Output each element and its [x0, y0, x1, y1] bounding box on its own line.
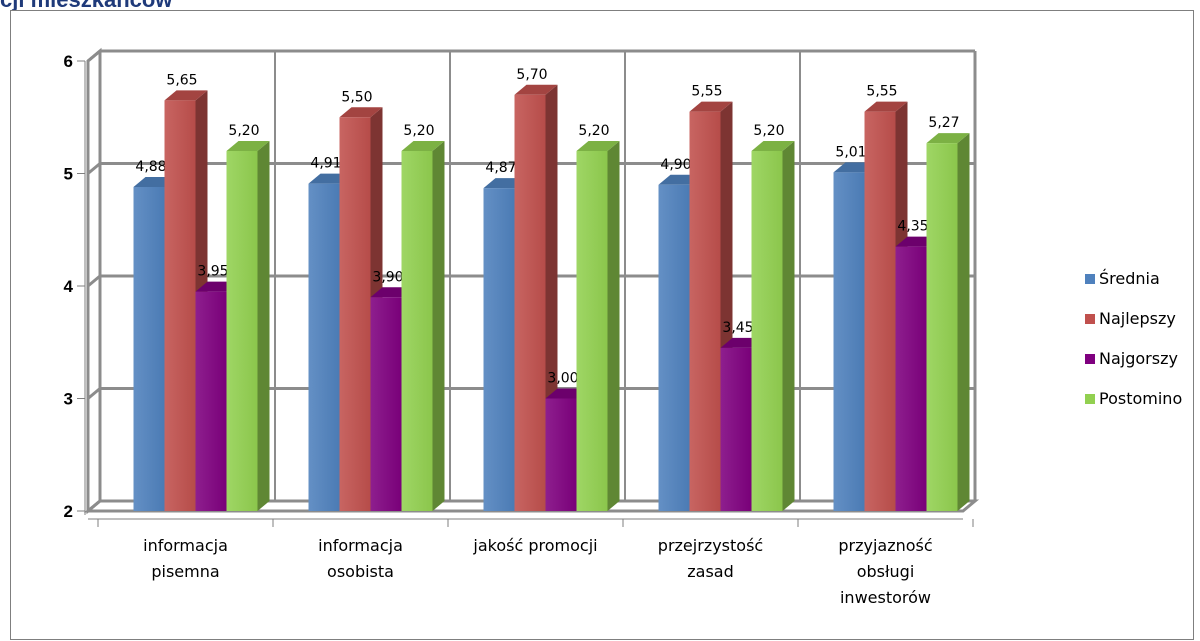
- bar-front: [658, 184, 690, 511]
- y-tick-label: 4: [64, 277, 74, 296]
- data-label: 3,00: [547, 371, 578, 387]
- bar-side: [782, 141, 795, 511]
- legend-swatch: [1085, 314, 1095, 324]
- gridline: [87, 49, 975, 63]
- data-label: 5,55: [866, 84, 897, 100]
- data-label: 4,90: [660, 157, 691, 173]
- bar-top: [926, 133, 970, 144]
- data-label: 4,35: [897, 219, 928, 235]
- x-tick-label: informacja: [318, 536, 403, 555]
- bar-front: [339, 117, 371, 511]
- bar-side: [257, 141, 270, 511]
- bar-front: [545, 398, 577, 511]
- data-label: 4,88: [135, 159, 166, 175]
- bar-front: [833, 172, 865, 511]
- bar-front: [226, 151, 258, 511]
- chart-area: 2 3 4 5 6 4,88 5,65 3,95 5,20 4,91 5,50 3,90 5,20 4,8…: [10, 10, 1194, 640]
- bar-top: [226, 141, 270, 151]
- x-tick-label: pisemna: [151, 562, 219, 581]
- bar-side: [607, 141, 620, 511]
- x-tick-label: obsługi: [857, 562, 915, 581]
- bar-top: [689, 101, 733, 112]
- data-label: 5,70: [516, 67, 547, 83]
- x-tick-label: przejrzystość: [658, 536, 763, 555]
- legend-swatch: [1085, 274, 1095, 284]
- data-label: 4,87: [485, 160, 516, 176]
- bar-front: [689, 111, 721, 511]
- legend-label: Najlepszy: [1099, 309, 1176, 328]
- legend-item: Najlepszy: [1085, 309, 1182, 349]
- legend-swatch: [1085, 354, 1095, 364]
- bar-chart: 2 3 4 5 6 4,88 5,65 3,95 5,20 4,91 5,50 3,90 5,20 4,8…: [64, 47, 980, 607]
- data-label: 5,50: [341, 89, 372, 105]
- bar-front: [720, 347, 752, 511]
- chart-title-fragment: cji mieszkańców: [0, 0, 172, 13]
- bar-front: [164, 100, 196, 511]
- data-label: 5,20: [753, 123, 784, 139]
- bar-front: [308, 183, 340, 511]
- bar-front: [514, 94, 546, 511]
- bar-4-3: [576, 141, 620, 511]
- x-tick-label: przyjazność: [838, 536, 932, 555]
- data-label: 5,20: [578, 123, 609, 139]
- bar-4-4: [751, 141, 795, 511]
- x-tick-label: inwestorów: [840, 588, 931, 607]
- legend-item: Średnia: [1085, 269, 1182, 309]
- bar-4-2: [401, 141, 445, 511]
- y-tick-label: 5: [64, 165, 73, 184]
- bar-top: [164, 90, 208, 101]
- legend-swatch: [1085, 394, 1095, 404]
- legend: Średnia Najlepszy Najgorszy Postomino: [1085, 269, 1182, 429]
- bar-front: [895, 246, 927, 511]
- bar-2-4: [689, 101, 733, 511]
- x-tick-label: informacja: [143, 536, 228, 555]
- legend-label: Średnia: [1099, 269, 1160, 288]
- bar-side: [432, 141, 445, 511]
- bar-front: [133, 187, 165, 511]
- legend-item: Postomino: [1085, 389, 1182, 429]
- bar-top: [401, 141, 445, 151]
- x-tick-label: jakość promocji: [472, 536, 597, 555]
- data-label: 5,20: [228, 123, 259, 139]
- bar-4-5: [926, 133, 970, 511]
- data-label: 3,95: [197, 264, 228, 280]
- bar-top: [339, 107, 383, 118]
- bar-front: [370, 297, 402, 511]
- data-label: 5,65: [166, 72, 197, 88]
- y-tick-label: 2: [64, 502, 73, 521]
- bar-top: [576, 141, 620, 151]
- bar-front: [195, 291, 227, 511]
- data-label: 3,90: [372, 269, 403, 285]
- bar-front: [401, 151, 433, 511]
- data-label: 5,20: [403, 123, 434, 139]
- bar-top: [751, 141, 795, 151]
- y-tick-label: 3: [64, 390, 73, 409]
- data-label: 5,27: [928, 115, 959, 131]
- x-tick-label: zasad: [687, 562, 734, 581]
- bar-front: [926, 143, 958, 511]
- data-label: 3,45: [722, 320, 753, 336]
- bar-top: [514, 84, 558, 95]
- bar-front: [751, 151, 783, 511]
- bar-top: [864, 101, 908, 112]
- y-tick-label: 6: [64, 52, 73, 71]
- data-label: 4,91: [310, 156, 341, 172]
- legend-label: Postomino: [1099, 389, 1183, 408]
- bar-front: [483, 188, 515, 511]
- data-label: 5,55: [691, 84, 722, 100]
- data-label: 5,01: [835, 144, 866, 160]
- bar-front: [864, 111, 896, 511]
- bar-front: [576, 151, 608, 511]
- x-tick-label: osobista: [327, 562, 394, 581]
- legend-item: Najgorszy: [1085, 349, 1182, 389]
- bar-4-1: [226, 141, 270, 511]
- legend-label: Najgorszy: [1099, 349, 1178, 368]
- bar-side: [957, 133, 970, 511]
